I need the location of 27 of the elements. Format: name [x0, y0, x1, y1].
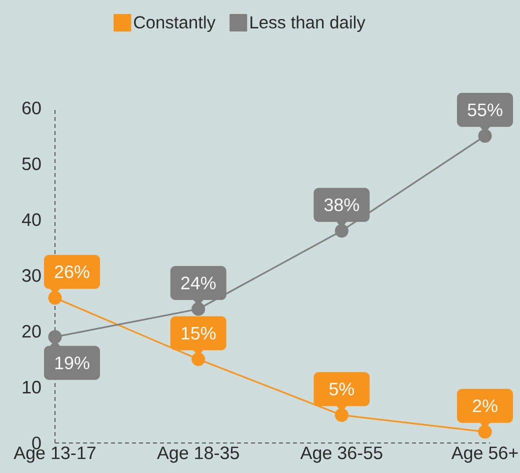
x-tick-label: Age 36-55 — [300, 446, 382, 463]
point — [192, 352, 206, 366]
point — [48, 291, 62, 305]
data-label: 55% — [468, 104, 502, 116]
data-label: 26% — [54, 265, 90, 278]
y-tick-label: 40 — [22, 213, 41, 226]
point — [334, 408, 348, 422]
point — [334, 224, 348, 238]
data-label: 38% — [324, 198, 359, 212]
point — [478, 129, 492, 143]
data-label: 2% — [472, 400, 498, 412]
data-label: 19% — [55, 356, 90, 370]
y-tick-label: 50 — [22, 157, 41, 170]
y-tick-label: 60 — [22, 102, 41, 114]
point — [478, 425, 492, 439]
x-tick-label: Age 18-35 — [156, 446, 239, 463]
data-label: 24% — [181, 276, 216, 290]
point — [192, 302, 206, 316]
x-tick-label: Age 56+ — [451, 446, 518, 463]
y-tick-label: 30 — [22, 269, 41, 282]
y-tick-label: 20 — [22, 324, 41, 338]
legend-label: Less than daily — [250, 16, 366, 32]
data-label: 15% — [182, 326, 216, 340]
point — [48, 330, 62, 344]
legend-label: Constantly — [134, 16, 216, 32]
y-tick-label: 10 — [22, 380, 41, 394]
data-label: 5% — [329, 382, 354, 396]
